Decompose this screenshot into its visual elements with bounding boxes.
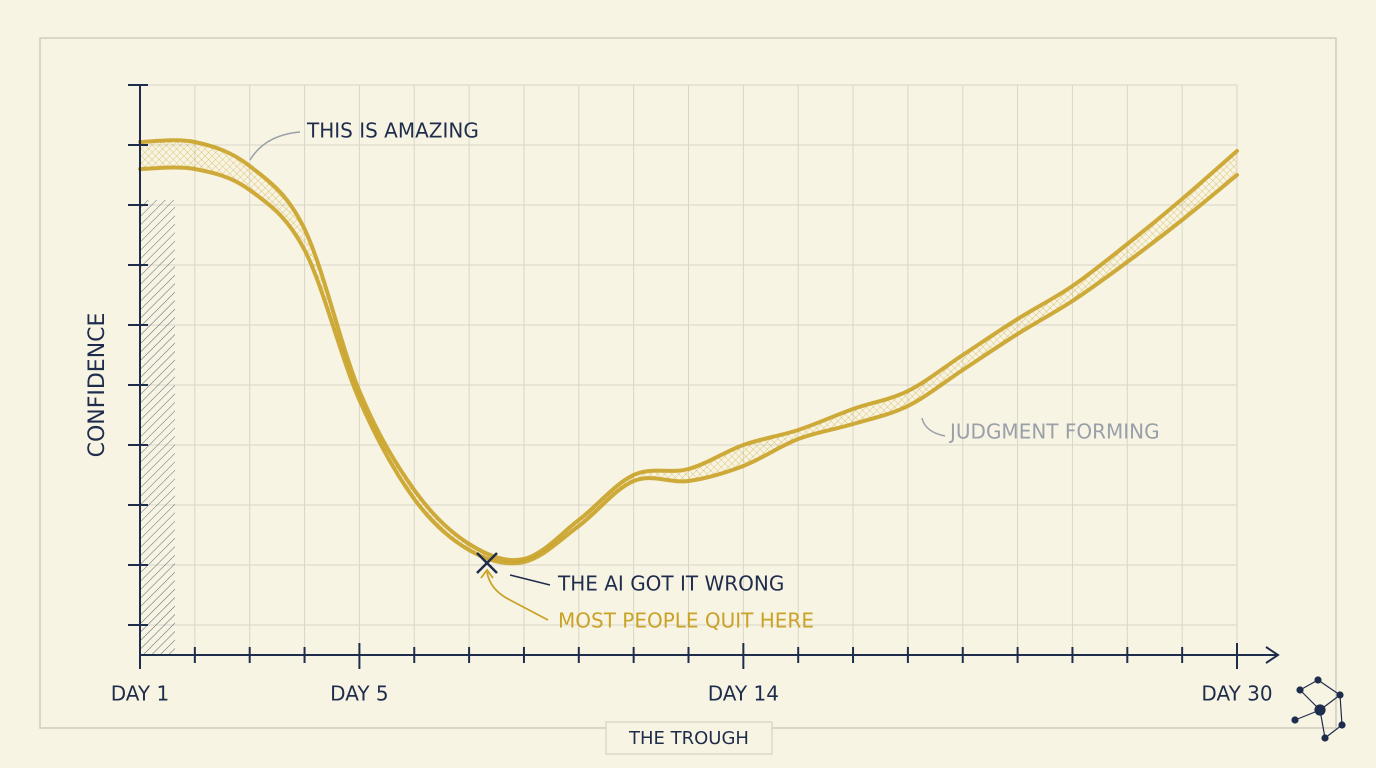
x-tick-label: DAY 14 [708, 682, 779, 706]
arrow [486, 571, 549, 621]
trough-box [605, 721, 773, 755]
arrow [249, 131, 301, 161]
x-tick-label: DAY 5 [330, 682, 388, 706]
arrow [509, 574, 551, 586]
y-axis-label: CONFIDENCE [85, 313, 110, 458]
x-tick-label: DAY 30 [1201, 682, 1272, 706]
line [138, 165, 1239, 566]
hatched-area [140, 200, 175, 655]
annotation: THIS IS AMAZING [306, 119, 479, 143]
network-icon [1291, 676, 1346, 742]
arrow [921, 417, 946, 437]
line [138, 138, 1239, 562]
annotation: MOST PEOPLE QUIT HERE [558, 609, 814, 633]
annotation: JUDGMENT FORMING [948, 420, 1160, 444]
data [138, 138, 1239, 566]
arrow-head [480, 568, 494, 579]
band [140, 140, 1237, 564]
x-axis-arrow [1265, 646, 1280, 664]
annotation: THE AI GOT IT WRONG [557, 572, 784, 596]
grid [139, 84, 1238, 655]
annotation: THE TROUGH [628, 728, 749, 749]
ticks: DAY 1 DAY 5 DAY 14 DAY 30 [111, 84, 1273, 706]
trough-marker [476, 552, 498, 574]
x-tick-label: DAY 1 [111, 682, 169, 706]
